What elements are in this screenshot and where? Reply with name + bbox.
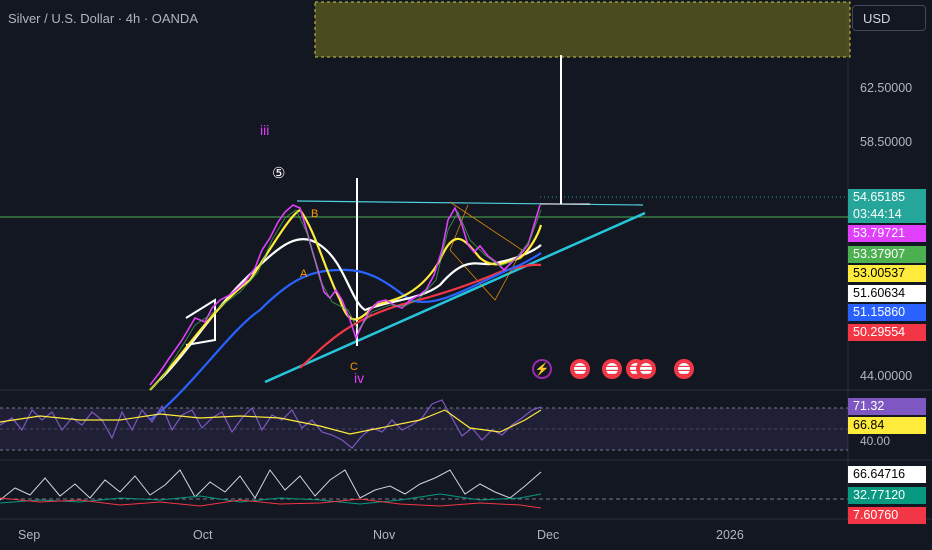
time-tick-2026: 2026 bbox=[716, 528, 744, 542]
price-label-tag: 51.15860 bbox=[848, 304, 926, 321]
us-flag-icon[interactable] bbox=[636, 359, 656, 379]
rsi-ma-line bbox=[0, 409, 542, 435]
us-flag-icon[interactable] bbox=[674, 359, 694, 379]
price-label-tag: 50.29554 bbox=[848, 324, 926, 341]
wave-label-b: B bbox=[311, 208, 319, 220]
price-label-tag: 51.60634 bbox=[848, 285, 926, 302]
wave-label-iv: iv bbox=[354, 370, 365, 386]
ma-blue bbox=[149, 252, 542, 421]
wave-label-five: ⑤ bbox=[272, 165, 286, 182]
us-flag-icon[interactable] bbox=[570, 359, 590, 379]
ma-red bbox=[299, 263, 542, 369]
price-label-tag: 53.37907 bbox=[848, 246, 926, 263]
rsi-line[interactable] bbox=[0, 399, 542, 449]
price-label-tag: 71.32 bbox=[848, 398, 926, 415]
price-tick: 44.00000 bbox=[860, 369, 913, 383]
price-label-tag: 54.65185 bbox=[848, 189, 926, 206]
us-flag-icon[interactable] bbox=[602, 359, 622, 379]
lightning-icon[interactable]: ⚡ bbox=[532, 359, 552, 379]
time-tick-dec: Dec bbox=[537, 528, 560, 542]
symbol-title[interactable]: Silver / U.S. Dollar · 4h · OANDA bbox=[8, 11, 198, 26]
rsi-tick: 40.00 bbox=[860, 434, 891, 448]
wave-label-a: A bbox=[300, 268, 308, 280]
price-tick: 58.50000 bbox=[860, 135, 913, 149]
wave-label-iii: iii bbox=[260, 122, 270, 138]
price-candles[interactable] bbox=[149, 204, 541, 386]
upper-trendline[interactable] bbox=[296, 200, 644, 206]
price-tick: 62.50000 bbox=[860, 81, 913, 95]
time-tick-sep: Sep bbox=[18, 528, 41, 542]
time-tick-nov: Nov bbox=[373, 528, 396, 542]
orange-pattern-lines[interactable] bbox=[449, 201, 523, 301]
bull-flag-drawing[interactable] bbox=[185, 298, 216, 346]
price-label-tag: 32.77120 bbox=[848, 487, 926, 504]
lower-trendline[interactable] bbox=[264, 211, 646, 384]
price-label-tag: 53.00537 bbox=[848, 265, 926, 282]
currency-selector[interactable]: USD bbox=[852, 5, 926, 31]
osc-red-line bbox=[0, 497, 542, 509]
price-label-tag: 66.84 bbox=[848, 417, 926, 434]
price-label-tag: 7.60760 bbox=[848, 507, 926, 524]
osc-white-line bbox=[0, 469, 542, 501]
time-tick-oct: Oct bbox=[193, 528, 213, 542]
price-label-tag: 53.79721 bbox=[848, 225, 926, 242]
target-zone-box[interactable] bbox=[314, 1, 851, 58]
wave-label-c: C bbox=[350, 361, 358, 373]
price-label-tag: 66.64716 bbox=[848, 466, 926, 483]
osc-green-line bbox=[0, 493, 542, 505]
price-label-tag: 03:44:14 bbox=[848, 206, 926, 223]
